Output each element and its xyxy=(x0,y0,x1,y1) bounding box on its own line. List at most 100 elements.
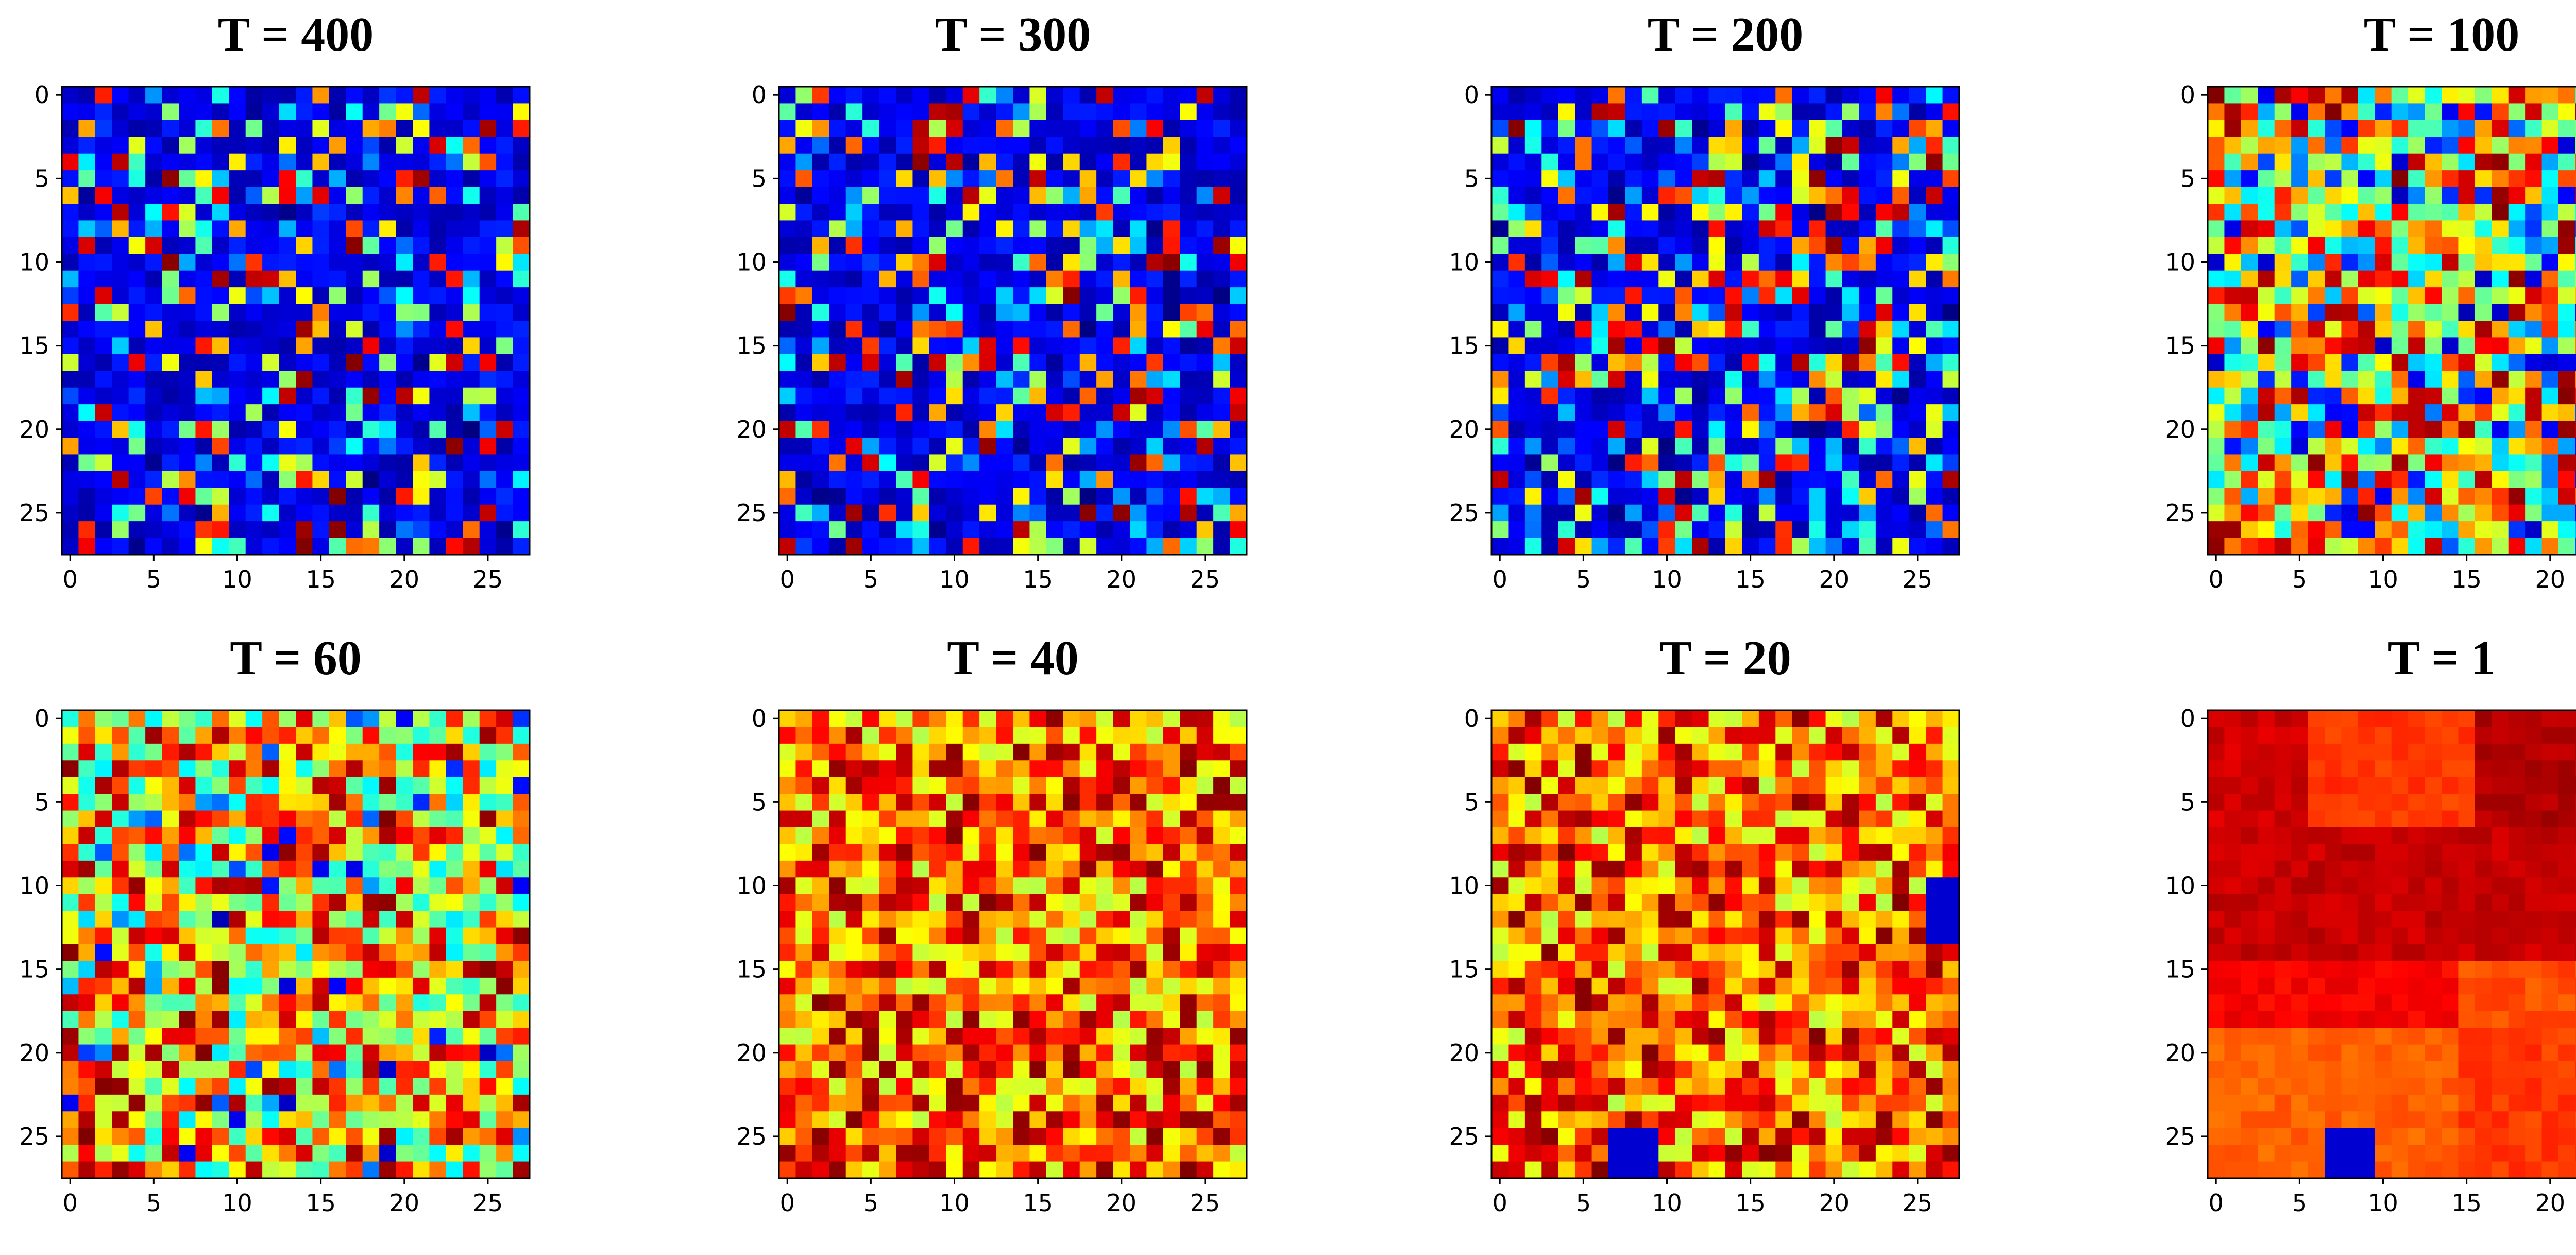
heatmap-cell xyxy=(229,894,246,911)
heatmap-cell xyxy=(362,927,380,945)
heatmap-cell xyxy=(1096,404,1114,422)
heatmap-cell xyxy=(1558,438,1575,455)
heatmap-cell xyxy=(1575,777,1592,794)
heatmap-cell xyxy=(1096,337,1114,355)
heatmap-cell xyxy=(2558,287,2576,305)
heatmap-cell xyxy=(2525,321,2543,338)
heatmap-cell xyxy=(2224,103,2242,121)
x-tick-label: 25 xyxy=(1190,1189,1221,1217)
heatmap-cell xyxy=(1558,387,1575,405)
heatmap-cell xyxy=(896,354,913,371)
heatmap-cell xyxy=(1492,287,1509,305)
heatmap-cell xyxy=(1742,103,1759,121)
heatmap-cell xyxy=(396,1128,413,1145)
heatmap-cell xyxy=(1742,710,1759,728)
heatmap-cell xyxy=(413,760,430,778)
heatmap-cell xyxy=(912,1028,930,1045)
heatmap-cell xyxy=(1213,488,1231,505)
heatmap-cell xyxy=(2274,187,2292,204)
heatmap-cell xyxy=(1079,387,1097,405)
heatmap-cell xyxy=(245,87,263,104)
heatmap-cell xyxy=(845,371,863,388)
heatmap-cell xyxy=(479,860,497,878)
heatmap-cell xyxy=(829,877,846,895)
heatmap-cell xyxy=(896,454,913,472)
heatmap-cell xyxy=(1825,387,1843,405)
heatmap-cell xyxy=(1892,187,1910,204)
heatmap-cell xyxy=(2525,120,2543,137)
heatmap-cell xyxy=(1541,521,1559,539)
heatmap-cell xyxy=(112,944,129,962)
heatmap-cell xyxy=(179,237,196,254)
heatmap-cell xyxy=(946,1078,963,1095)
heatmap-cell xyxy=(1926,760,1943,778)
heatmap-cell xyxy=(2425,387,2442,405)
heatmap-cell xyxy=(1492,153,1509,171)
heatmap-cell xyxy=(379,87,397,104)
heatmap-cell xyxy=(145,977,163,995)
heatmap-cell xyxy=(1775,270,1793,288)
heatmap-cell xyxy=(2375,521,2392,539)
heatmap-cell xyxy=(1708,354,1726,371)
heatmap-cell xyxy=(912,760,930,778)
heatmap-cell xyxy=(1230,254,1247,271)
heatmap-cell xyxy=(1046,204,1063,221)
heatmap-cell xyxy=(1675,404,1692,422)
heatmap-cell xyxy=(1113,1094,1130,1112)
heatmap-cell xyxy=(78,471,96,488)
heatmap-cell xyxy=(195,710,213,728)
heatmap-cell xyxy=(779,421,796,438)
heatmap-cell xyxy=(112,337,129,355)
heatmap-cell xyxy=(812,471,829,488)
heatmap-cell xyxy=(1230,538,1247,555)
heatmap-cell xyxy=(2208,287,2225,305)
heatmap-cell xyxy=(312,354,330,371)
heatmap-cell xyxy=(145,1011,163,1028)
heatmap-cell xyxy=(1079,911,1097,928)
heatmap-cell xyxy=(2308,304,2325,321)
heatmap-cell xyxy=(1096,153,1114,171)
heatmap-cell xyxy=(413,454,430,472)
heatmap-cell xyxy=(379,1128,397,1145)
heatmap-cell xyxy=(513,371,530,388)
heatmap-cell xyxy=(1046,237,1063,254)
y-tick-label: 0 xyxy=(752,705,767,732)
heatmap-cell xyxy=(1692,488,1709,505)
heatmap-cell xyxy=(212,304,229,321)
heatmap-cell xyxy=(1029,977,1047,995)
heatmap-cell xyxy=(962,371,980,388)
heatmap-cell xyxy=(162,137,179,154)
heatmap-cell xyxy=(2241,438,2258,455)
heatmap-cell xyxy=(463,521,480,539)
heatmap-cell xyxy=(245,1161,263,1179)
heatmap-cell xyxy=(2208,371,2225,388)
heatmap-cell xyxy=(1079,103,1097,121)
heatmap-cell xyxy=(1213,911,1231,928)
heatmap-cell xyxy=(145,794,163,811)
heatmap-cell xyxy=(1641,760,1659,778)
heatmap-cell xyxy=(845,1128,863,1145)
heatmap-cell xyxy=(1096,1145,1114,1162)
heatmap-cell xyxy=(212,287,229,305)
heatmap-cell xyxy=(2208,153,2225,171)
heatmap-cell xyxy=(1180,994,1197,1012)
y-tick-label: 15 xyxy=(736,332,767,360)
panel-title: T = 400 xyxy=(218,8,374,61)
heatmap-cell xyxy=(2341,521,2359,539)
heatmap-cell xyxy=(1608,777,1626,794)
heatmap-cell xyxy=(1079,1028,1097,1045)
heatmap-cell xyxy=(296,504,313,522)
heatmap-cell xyxy=(2291,471,2309,488)
heatmap-cell xyxy=(1130,760,1147,778)
heatmap-cell xyxy=(362,844,380,861)
heatmap-cell xyxy=(195,1078,213,1095)
heatmap-cell xyxy=(1692,87,1709,104)
heatmap-cell xyxy=(2274,170,2292,188)
heatmap-cell xyxy=(329,877,346,895)
heatmap-cell xyxy=(112,1028,129,1045)
heatmap-cell xyxy=(2508,404,2526,422)
heatmap-cell xyxy=(879,777,896,794)
heatmap-cell xyxy=(1230,103,1247,121)
heatmap-cell xyxy=(1575,120,1592,137)
heatmap-cell xyxy=(1842,760,1860,778)
